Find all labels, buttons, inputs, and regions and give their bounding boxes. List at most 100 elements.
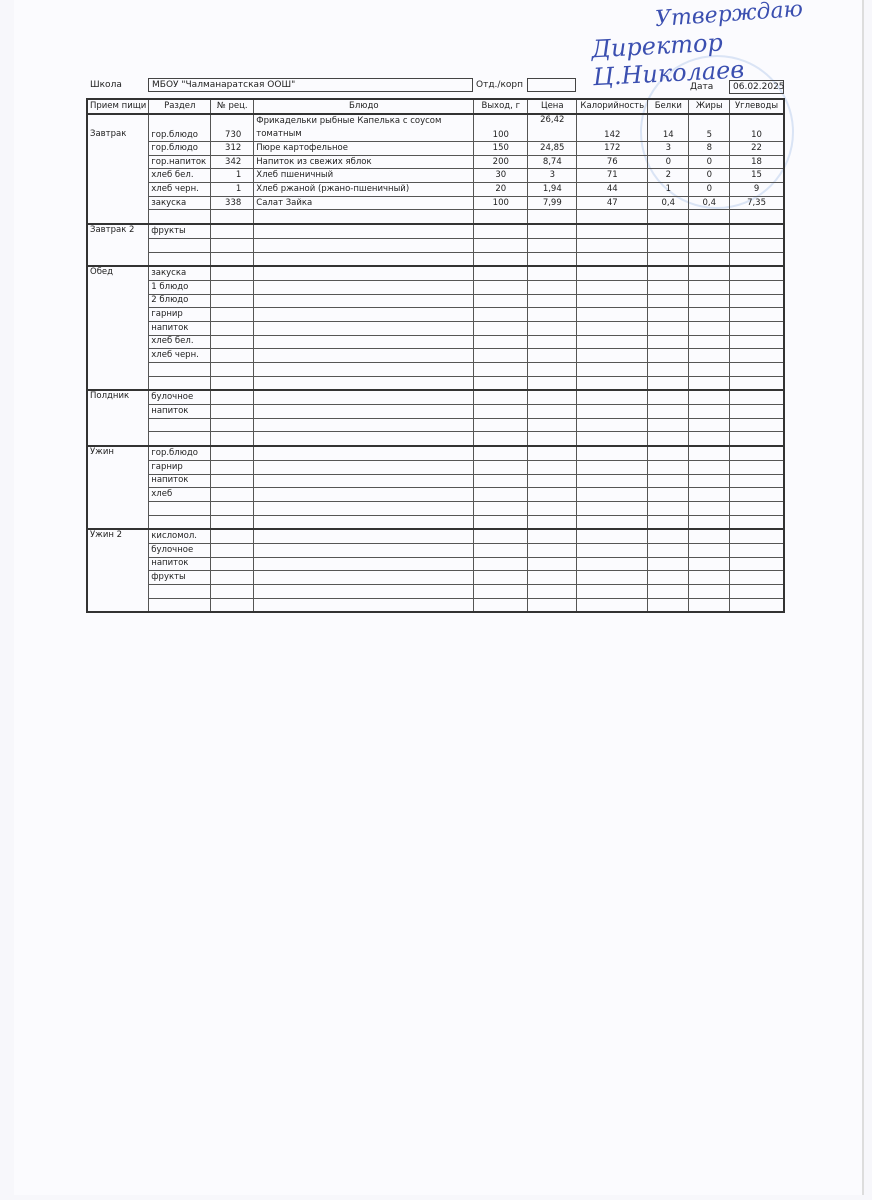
column-header: Белки: [647, 98, 690, 115]
fat-cell: [688, 417, 731, 433]
fat-cell: [688, 307, 731, 322]
table-row: [87, 584, 785, 599]
fat-cell: [688, 487, 731, 502]
price-cell: [527, 570, 578, 585]
fat-cell: [688, 293, 731, 309]
recipe-number-cell: [210, 556, 255, 572]
recipe-number-cell: [210, 570, 255, 585]
carbs-cell: [729, 307, 785, 322]
recipe-number-cell: [210, 334, 255, 350]
portion-cell: [473, 320, 529, 336]
table-row: напиток: [87, 556, 785, 572]
portion-cell: [473, 209, 529, 225]
portion-cell: [473, 362, 529, 377]
fat-cell: 0,4: [688, 195, 731, 211]
protein-cell: [647, 389, 690, 406]
table-row: [87, 417, 785, 433]
section-cell: 1 блюдо: [148, 279, 212, 295]
recipe-number-cell: [210, 237, 255, 253]
price-cell: [527, 375, 578, 391]
portion-cell: [473, 404, 529, 419]
recipe-number-cell: 342: [210, 154, 255, 170]
protein-cell: [647, 404, 690, 419]
section-cell: [148, 251, 212, 267]
calories-cell: [576, 209, 649, 225]
portion-cell: [473, 584, 529, 599]
section-cell: закуска: [148, 195, 212, 211]
table-row: 2 блюдо: [87, 293, 785, 309]
section-cell: [148, 237, 212, 253]
price-cell: [527, 237, 578, 253]
fat-cell: [688, 542, 731, 558]
section-cell: [148, 431, 212, 447]
price-cell: [527, 362, 578, 377]
table-row: [87, 514, 785, 530]
dish-cell: [253, 320, 475, 336]
calories-cell: [576, 487, 649, 502]
section-cell: булочное: [148, 389, 212, 406]
table-row: хлеб: [87, 487, 785, 502]
recipe-number-cell: [210, 251, 255, 267]
calories-cell: [576, 584, 649, 599]
carbs-cell: [729, 487, 785, 502]
fat-cell: 5: [688, 113, 731, 142]
dish-cell: [253, 375, 475, 391]
recipe-number-cell: 1: [210, 182, 255, 197]
protein-cell: [647, 514, 690, 530]
table-row: 1 блюдо: [87, 279, 785, 295]
section-cell: закуска: [148, 265, 212, 281]
recipe-number-cell: [210, 348, 255, 363]
dish-cell: [253, 514, 475, 530]
section-cell: гарнир: [148, 307, 212, 322]
section-cell: хлеб: [148, 487, 212, 502]
carbs-cell: 9: [729, 182, 785, 197]
portion-cell: [473, 487, 529, 502]
recipe-number-cell: [210, 223, 255, 239]
portion-cell: [473, 514, 529, 530]
school-label: Школа: [90, 80, 122, 90]
recipe-number-cell: [210, 389, 255, 406]
table-row: Завтрак гор.блюдо 730 Фрикадельки рыбные Ка…: [86, 112, 785, 226]
calories-cell: [576, 348, 649, 363]
column-header: Выход, г: [473, 98, 529, 115]
price-cell: [527, 473, 578, 489]
section-cell: хлеб бел.: [148, 334, 212, 350]
dish-cell: Напиток из свежих яблок: [253, 154, 475, 170]
portion-cell: [473, 389, 529, 406]
date-field: 06.02.2025: [729, 80, 785, 94]
section-cell: хлеб черн.: [148, 182, 212, 197]
dish-cell: [253, 237, 475, 253]
portion-cell: [473, 251, 529, 267]
price-cell: 8,74: [527, 154, 578, 170]
portion-cell: [473, 542, 529, 558]
portion-cell: [473, 237, 529, 253]
column-header: Прием пищи: [86, 98, 150, 115]
calories-cell: [576, 445, 649, 461]
price-cell: [527, 348, 578, 363]
meal-name: Завтрак: [86, 112, 150, 226]
calories-cell: 142: [576, 113, 649, 142]
carbs-cell: [729, 445, 785, 461]
fat-cell: [688, 431, 731, 447]
protein-cell: [647, 334, 690, 350]
calories-cell: 44: [576, 182, 649, 197]
table-row: напиток: [87, 404, 785, 419]
table-row: [87, 375, 785, 391]
dish-cell: [253, 542, 475, 558]
calories-cell: [576, 542, 649, 558]
calories-cell: [576, 293, 649, 309]
portion-cell: [473, 293, 529, 309]
fat-cell: [688, 320, 731, 336]
carbs-cell: [729, 542, 785, 558]
dish-cell: [253, 597, 475, 613]
protein-cell: 1: [647, 182, 690, 197]
section-cell: фрукты: [148, 570, 212, 585]
calories-cell: [576, 556, 649, 572]
dish-cell: Салат Зайка: [253, 195, 475, 211]
calories-cell: [576, 473, 649, 489]
dish-cell: [253, 431, 475, 447]
protein-cell: [647, 487, 690, 502]
column-header: Калорийность: [576, 98, 649, 115]
price-cell: [527, 223, 578, 239]
recipe-number-cell: [210, 500, 255, 516]
